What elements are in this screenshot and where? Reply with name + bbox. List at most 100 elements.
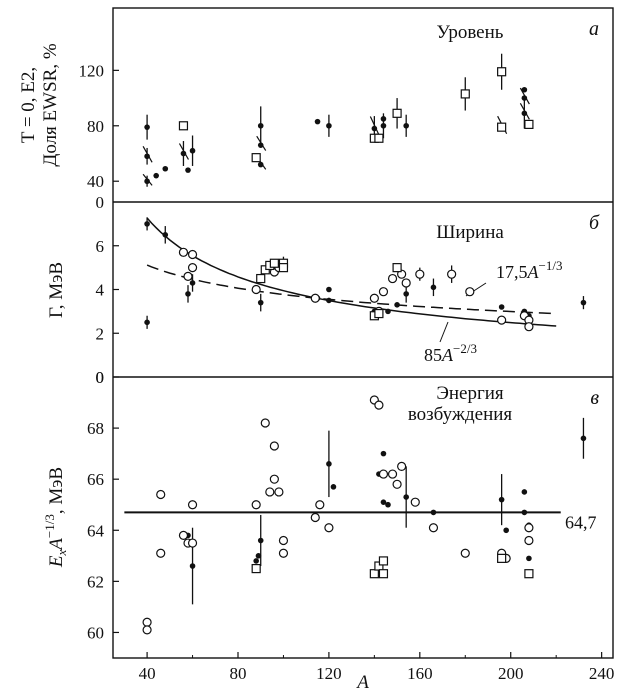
data-point-open-square: [269, 258, 279, 268]
data-point-filled: [180, 150, 187, 157]
plot-frame: [112, 7, 614, 659]
data-point-filled: [189, 280, 196, 286]
y-axis-title-energy: ExA−1/3, МэВ: [42, 467, 69, 568]
data-point-filled: [521, 509, 528, 516]
data-point-open-circle: [178, 247, 189, 257]
data-point-filled: [326, 461, 332, 467]
data-point-filled: [380, 122, 387, 129]
data-point-open-square: [374, 133, 384, 143]
data-point-filled: [380, 450, 387, 457]
data-point-open-square: [460, 89, 470, 99]
data-point-open-circle: [269, 474, 279, 484]
data-point-filled: [380, 499, 387, 505]
panel-title-energy-line2: возбуждения: [408, 404, 513, 425]
data-point-filled: [503, 527, 509, 534]
data-point-filled: [144, 221, 150, 227]
data-point-open-circle: [465, 287, 475, 297]
data-point-filled: [253, 558, 259, 564]
panel-title-width: Ширина: [436, 222, 504, 243]
y-tick-label: 66: [87, 470, 104, 489]
panel-letter: б: [589, 212, 600, 234]
data-point-open-square: [256, 273, 266, 284]
leader-85: [439, 321, 449, 343]
data-point-filled: [257, 299, 264, 306]
data-point-open-circle: [497, 315, 507, 325]
data-point-filled: [403, 122, 409, 129]
data-point-filled: [255, 553, 262, 559]
curve-17-5A-1-3: [146, 264, 557, 315]
data-point-open-circle: [156, 548, 166, 558]
data-point-filled: [371, 125, 378, 132]
data-point-open-circle: [142, 617, 152, 627]
y-tick-label: 0: [96, 368, 105, 387]
panel-letter: в: [590, 387, 599, 409]
data-point-filled: [257, 537, 264, 544]
data-point-open-square: [374, 308, 384, 319]
data-point-open-square: [369, 569, 379, 579]
data-point-open-circle: [324, 523, 334, 533]
data-point-open-circle: [387, 469, 398, 479]
x-tick-label: 120: [316, 664, 342, 683]
data-point-filled: [403, 494, 409, 500]
data-point-open-circle: [460, 548, 470, 558]
data-point-open-circle: [269, 441, 279, 451]
data-point-open-circle: [265, 487, 275, 497]
y-tick-label: 80: [87, 117, 104, 136]
data-point-open-circle: [387, 273, 398, 284]
data-point-open-circle: [251, 500, 261, 510]
data-point-open-circle: [392, 479, 402, 489]
data-point-filled: [521, 86, 528, 93]
x-tick-label: 80: [230, 664, 247, 683]
data-point-open-circle: [524, 535, 534, 546]
data-point-filled: [144, 178, 150, 185]
data-point-open-circle: [251, 284, 261, 295]
data-point-open-circle: [142, 625, 152, 635]
y-boundary-zero-b: 0: [96, 368, 105, 387]
data-point-filled: [430, 509, 437, 516]
data-point-filled: [498, 304, 505, 310]
data-point-filled: [326, 286, 332, 293]
y-axis-title-width: Г, МэВ: [46, 262, 67, 318]
data-point-open-circle: [278, 535, 289, 546]
data-point-open-square: [378, 569, 389, 579]
data-point-open-circle: [524, 523, 534, 533]
data-point-filled: [326, 297, 332, 304]
data-point-filled: [580, 299, 587, 306]
curve-label-17-5: 17,5A−1/3: [496, 258, 562, 282]
panel-letter: а: [589, 18, 599, 40]
data-point-filled: [394, 302, 400, 308]
data-point-open-square: [278, 263, 289, 273]
data-point-open-circle: [315, 500, 325, 510]
curve-85A-2-3: [146, 217, 557, 327]
data-point-open-circle: [410, 497, 420, 507]
data-point-filled: [314, 118, 321, 125]
y-tick-label: 120: [79, 61, 105, 80]
data-point-filled: [189, 563, 196, 569]
data-point-open-circle: [187, 249, 198, 260]
data-point-open-circle: [428, 523, 439, 533]
data-point-open-square: [392, 263, 402, 273]
axes-layer: [112, 7, 614, 659]
data-point-open-circle: [187, 500, 198, 510]
panel-title-level: Уровень: [437, 22, 504, 43]
y-axis-title-line2: Доля EWSR, %: [40, 43, 61, 166]
data-point-open-square: [497, 122, 507, 132]
data-point-filled: [385, 501, 391, 508]
x-tick-label: 240: [589, 664, 615, 683]
y-boundary-zero-a: 0: [96, 193, 105, 212]
y-tick-label: 64: [87, 521, 105, 540]
x-axis-title: A: [355, 672, 369, 693]
data-point-filled: [189, 147, 196, 154]
y-tick-label: 4: [96, 281, 105, 300]
data-point-open-circle: [187, 538, 198, 548]
panel-title-energy-line1: Энергия: [436, 383, 504, 404]
data-point-open-square: [251, 153, 261, 163]
y-tick-label: 62: [87, 572, 104, 591]
data-point-open-square: [497, 67, 507, 77]
data-point-filled: [162, 165, 169, 172]
data-point-open-circle: [397, 461, 407, 472]
y-tick-label: 68: [87, 419, 104, 438]
y-tick-label: 2: [96, 324, 105, 343]
